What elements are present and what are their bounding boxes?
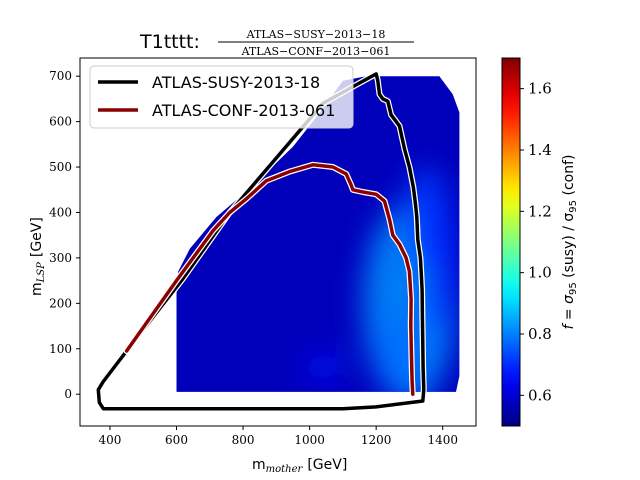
x-tick-label-1200: 1200 [361,433,392,447]
title-denominator: ATLAS−CONF−2013−061 [241,45,391,58]
y-axis-label: mLSP [GeV] [29,217,47,296]
chart-title: T1tttt: ATLAS−SUSY−2013−18 ATLAS−CONF−20… [139,28,414,58]
exclusion-curves [95,70,427,412]
colorbar-label-part-4: 95 [568,200,579,213]
colorbar-tick-label-5: 1.6 [528,80,552,98]
y-axis-label-unit: [GeV] [29,217,45,257]
x-tick-label-400: 400 [98,433,121,447]
curve-conf [124,163,415,396]
curve-susy [96,72,426,411]
x-axis-label: mmother [GeV] [252,457,347,475]
heatmap-blob-4 [302,353,343,381]
y-axis-label-main: m [29,282,45,296]
axes-frame [79,57,477,427]
y-tick-label-0: 0 [64,387,72,401]
x-tick-label-600: 600 [165,433,188,447]
colorbar-frame [501,57,521,427]
colorbar-gradient [502,58,520,426]
title-numerator: ATLAS−SUSY−2013−18 [246,28,386,41]
y-tick-label-200: 200 [49,296,72,310]
colorbar-label: f = σ95 (susy) / σ95 (conf) [561,155,579,330]
y-axis-ticks: 0 100 200 300 400 500 600 700 [49,69,80,401]
y-tick-label-700: 700 [49,69,72,83]
x-axis-label-main: m [252,457,266,473]
heatmap-blobs [302,167,457,392]
heatmap-blob-3 [422,189,457,336]
colorbar-label-part-2: 95 [568,282,579,295]
colorbar-ticks: 0.6 0.8 1.0 1.2 1.4 1.6 [520,80,552,404]
y-axis-label-sub: LSP [36,262,47,283]
x-axis-label-sub: mother [266,464,304,475]
y-tick-label-300: 300 [49,251,72,265]
colorbar-tick-label-2: 1.0 [528,264,552,282]
legend-label-susy: ATLAS-SUSY-2013-18 [152,73,320,92]
y-tick-label-100: 100 [49,342,72,356]
colorbar: 0.6 0.8 1.0 1.2 1.4 1.6 f = σ95 (susy) / σ95 … [501,57,579,427]
colorbar-label-part-1: f = σ [561,294,577,330]
legend-label-conf: ATLAS-CONF-2013-061 [152,101,335,120]
heatmap-blob-1 [372,312,433,392]
colorbar-tick-label-1: 0.8 [528,325,552,343]
colorbar-tick-label-4: 1.4 [528,141,552,159]
x-axis-label-unit: [GeV] [307,457,347,473]
legend: ATLAS-SUSY-2013-18 ATLAS-CONF-2013-061 [89,65,354,129]
y-tick-label-500: 500 [49,160,72,174]
colorbar-tick-label-0: 0.6 [528,386,552,404]
x-tick-label-1400: 1400 [427,433,458,447]
colorbar-tick-label-3: 1.2 [528,202,552,220]
legend-box [89,65,354,129]
title-prefix: T1tttt: [139,31,200,53]
y-tick-label-400: 400 [49,205,72,219]
x-axis-ticks: 400 600 800 1000 1200 1400 [98,426,458,447]
y-tick-label-600: 600 [49,115,72,129]
colorbar-label-part-5: (conf) [561,155,577,200]
x-tick-label-1000: 1000 [294,433,325,447]
colorbar-label-part-3: (susy) / σ [561,213,577,283]
x-tick-label-800: 800 [232,433,255,447]
